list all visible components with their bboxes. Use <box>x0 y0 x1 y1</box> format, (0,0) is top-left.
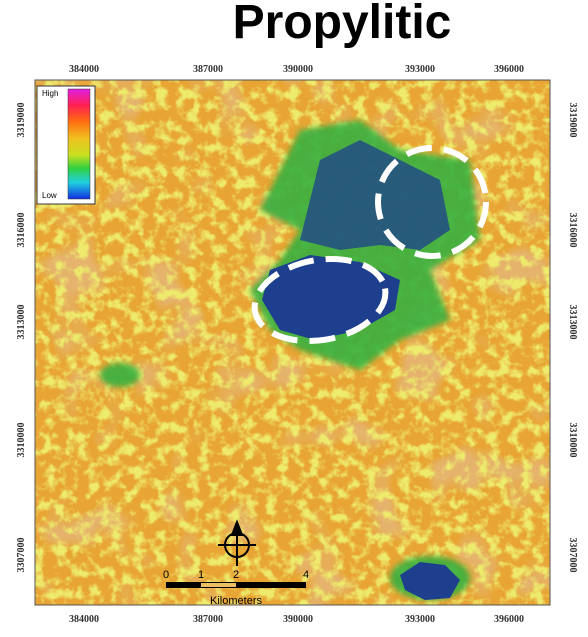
x-tick-label-bottom: 387000 <box>193 614 223 625</box>
x-tick-label-bottom: 390000 <box>283 614 313 625</box>
y-tick-label-left: 3319000 <box>16 103 27 138</box>
legend: High Low <box>37 86 95 204</box>
legend-low: Low <box>42 191 57 200</box>
y-tick-label-left: 3316000 <box>16 213 27 248</box>
scale-unit: Kilometers <box>210 595 262 607</box>
scale-label: 4 <box>303 569 309 581</box>
title: Propylitic <box>233 0 452 49</box>
y-tick-label-left: 3313000 <box>16 305 27 340</box>
y-tick-label-right: 3313000 <box>567 305 578 340</box>
y-tick-label-left: 3310000 <box>16 423 27 458</box>
y-tick-label-right: 3310000 <box>567 423 578 458</box>
page: Propylitic High Low Kilometers 384000 384… <box>0 0 588 637</box>
x-tick-label-bottom: 384000 <box>69 614 99 625</box>
legend-high: High <box>42 89 58 98</box>
x-tick-label-bottom: 393000 <box>405 614 435 625</box>
map-image <box>35 80 550 605</box>
x-tick-label-top: 390000 <box>283 64 313 75</box>
x-tick-label-top: 387000 <box>193 64 223 75</box>
y-tick-label-left: 3307000 <box>16 538 27 573</box>
y-tick-label-right: 3307000 <box>567 538 578 573</box>
x-tick-label-bottom: 396000 <box>494 614 524 625</box>
scale-label: 0 <box>163 569 169 581</box>
x-tick-label-top: 384000 <box>69 64 99 75</box>
y-tick-label-right: 3319000 <box>567 103 578 138</box>
x-tick-label-top: 393000 <box>405 64 435 75</box>
y-tick-label-right: 3316000 <box>567 213 578 248</box>
scale-label: 1 <box>198 569 204 581</box>
x-tick-label-top: 396000 <box>494 64 524 75</box>
scale-label: 2 <box>233 569 239 581</box>
